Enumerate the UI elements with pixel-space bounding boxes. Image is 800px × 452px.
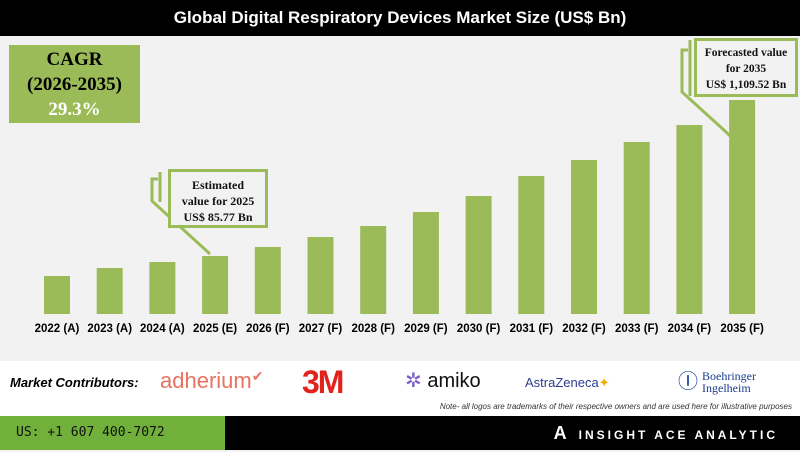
x-tick-label: 2026 (F) xyxy=(246,323,290,335)
bar-2032 (F) xyxy=(571,160,597,314)
contributors-band xyxy=(0,361,800,416)
logo-astrazeneca: AstraZeneca✦ xyxy=(525,375,610,390)
bar-2027 (F) xyxy=(307,237,334,314)
cagr-period: (2026-2035) xyxy=(27,74,122,95)
x-tick-label: 2029 (F) xyxy=(404,323,448,335)
callout-2035-bracket xyxy=(680,48,742,148)
x-tick-label: 2031 (F) xyxy=(510,323,554,335)
x-tick-label: 2024 (A) xyxy=(140,323,185,335)
x-tick-label: 2022 (A) xyxy=(35,323,80,335)
contributors-label: Market Contributors: xyxy=(10,375,139,390)
callout-2025: Estimated value for 2025 US$ 85.77 Bn xyxy=(168,169,268,228)
x-tick-label: 2028 (F) xyxy=(351,323,395,335)
callout-2035: Forecasted value for 2035 US$ 1,109.52 B… xyxy=(694,38,798,97)
callout-line: US$ 1,109.52 Bn xyxy=(705,79,787,91)
bar-2026 (F) xyxy=(254,247,281,314)
x-tick-label: 2025 (E) xyxy=(193,323,237,335)
bar-chart: 2022 (A) 2023 (A) 2024 (A) 2025 (E) 2026 (F)… xyxy=(35,40,764,335)
callout-line: Estimated xyxy=(192,178,244,192)
logo-adherium: adherium✔ xyxy=(160,368,264,393)
cagr-value: 29.3% xyxy=(48,99,101,120)
bar-2035 (F) xyxy=(729,100,756,314)
bar-2022 (A) xyxy=(44,276,70,314)
logo-3m: 3M xyxy=(302,364,344,400)
logo-boehringer: Ⓘ Boehringer Ingelheim xyxy=(678,369,756,395)
bar-2033 (F) xyxy=(623,142,650,314)
bar-2031 (F) xyxy=(518,176,545,314)
bar-2030 (F) xyxy=(465,196,492,314)
chart-title: Global Digital Respiratory Devices Marke… xyxy=(0,0,800,36)
x-tick-label: 2023 (A) xyxy=(87,323,132,335)
bar-2024 (A) xyxy=(149,262,176,314)
brand-logo: A INSIGHT ACE ANALYTIC xyxy=(225,416,800,450)
logo-amiko: ✲ amiko xyxy=(405,370,481,392)
bar-2023 (A) xyxy=(96,268,123,314)
bar-2034 (F) xyxy=(676,125,703,314)
phone-number: US: +1 607 400-7072 xyxy=(0,416,225,450)
x-tick-label: 2027 (F) xyxy=(299,323,343,335)
x-tick-label: 2030 (F) xyxy=(457,323,501,335)
cagr-box: CAGR (2026-2035) 29.3% xyxy=(9,45,140,123)
x-tick-label: 2033 (F) xyxy=(615,323,659,335)
callout-line: US$ 85.77 Bn xyxy=(183,210,253,224)
bar-2028 (F) xyxy=(360,226,387,314)
logos-note: Note- all logos are trademarks of their … xyxy=(439,402,792,411)
bar-2025 (E) xyxy=(202,256,229,314)
cagr-label: CAGR xyxy=(46,49,103,70)
x-tick-label: 2035 (F) xyxy=(720,323,764,335)
bar-2029 (F) xyxy=(412,212,439,314)
x-tick-label: 2034 (F) xyxy=(668,323,712,335)
callout-line: value for 2025 xyxy=(181,194,255,208)
callout-line: Forecasted value xyxy=(704,47,788,59)
x-tick-label: 2032 (F) xyxy=(562,323,606,335)
callout-line: for 2035 xyxy=(725,63,767,75)
